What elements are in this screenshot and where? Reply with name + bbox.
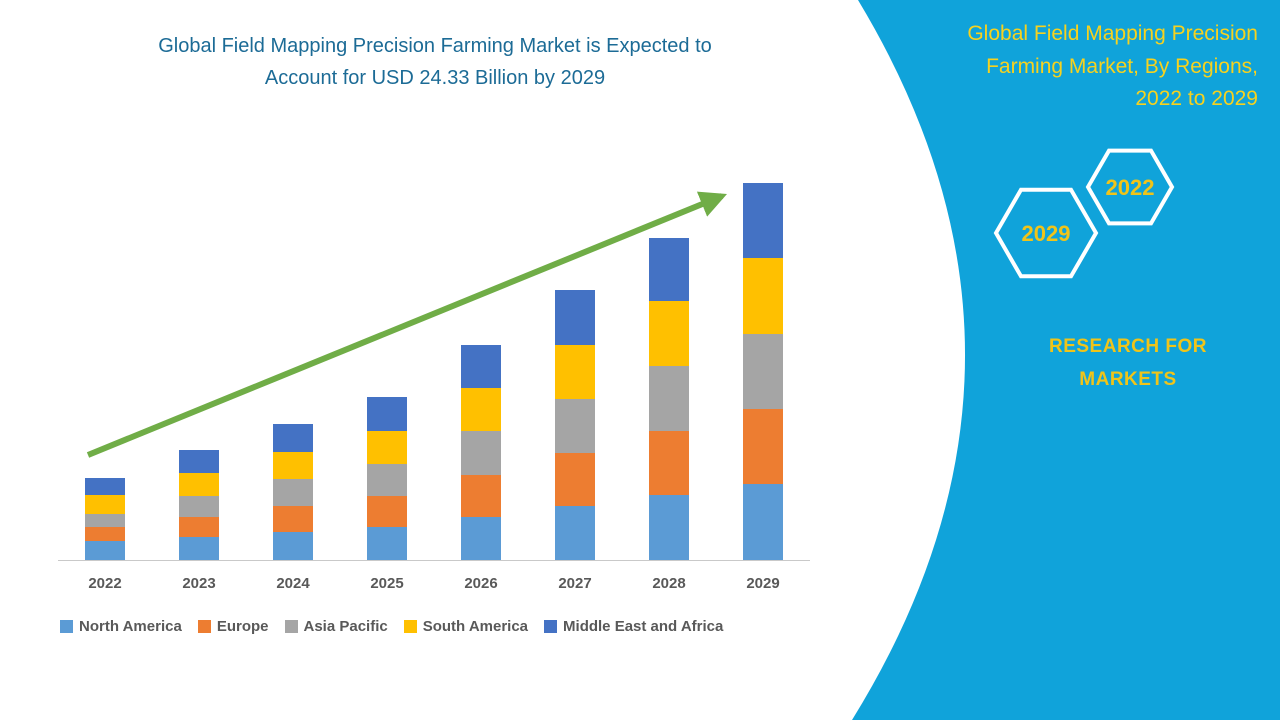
legend-label: Asia Pacific [303, 618, 388, 635]
bar-segment [649, 237, 689, 302]
x-tick-label: 2029 [746, 575, 780, 592]
bar-segment [743, 484, 783, 560]
bar-segment [743, 408, 783, 485]
bar-segment [743, 257, 783, 334]
x-axis-labels: 2022 2023 2024 2025 2026 2027 2028 2029 [58, 575, 810, 592]
bar-segment [649, 366, 689, 432]
bar-segment [273, 423, 313, 452]
x-tick-label: 2026 [464, 575, 498, 592]
legend-swatch [197, 620, 211, 633]
side-panel-title-line1: Global Field Mapping Precision [967, 22, 1258, 45]
bar-segment [273, 451, 313, 480]
legend-label: Middle East and Africa [563, 618, 724, 635]
bar-segment [179, 449, 219, 474]
bar-segment [555, 505, 595, 560]
legend-label: North America [79, 618, 182, 635]
bar-segment [273, 479, 313, 506]
bar-segment [649, 431, 689, 495]
x-tick-label: 2022 [88, 575, 122, 592]
bar-2026 [461, 157, 501, 560]
bar-segment [273, 532, 313, 560]
legend-item: Europe [197, 618, 269, 635]
x-tick-label: 2023 [182, 575, 216, 592]
bar-2023 [179, 157, 219, 560]
side-panel-title-line3: 2022 to 2029 [1135, 87, 1258, 111]
bar-group [58, 157, 810, 560]
bar-segment [555, 344, 595, 399]
bar-segment [555, 290, 595, 345]
bar-segment [649, 494, 689, 560]
bar-segment [85, 527, 125, 542]
legend-swatch [403, 620, 417, 633]
brand-text: RESEARCH FOR MARKETS [1008, 330, 1248, 397]
bar-segment [179, 496, 219, 517]
bar-segment [461, 344, 501, 388]
bar-2024 [273, 157, 313, 560]
bar-segment [461, 431, 501, 475]
bar-2029 [743, 157, 783, 560]
legend-item: South America [403, 618, 529, 635]
bar-segment [85, 513, 125, 528]
legend-label: South America [422, 618, 529, 635]
bar-segment [367, 527, 407, 560]
bar-2025 [367, 157, 407, 560]
bar-segment [85, 477, 125, 495]
bar-segment [555, 398, 595, 454]
chart-title-line1: Global Field Mapping Precision Farming M… [158, 35, 712, 57]
chart-legend: North America Europe Asia Pacific South Ame… [60, 618, 850, 635]
bar-segment [367, 431, 407, 464]
legend-item: Middle East and Africa [544, 618, 723, 635]
legend-swatch [544, 620, 558, 633]
chart-title: Global Field Mapping Precision Farming M… [65, 30, 805, 94]
bar-segment [461, 474, 501, 517]
bar-segment [179, 516, 219, 537]
x-tick-label: 2024 [276, 575, 310, 592]
bar-segment [85, 494, 125, 514]
legend-swatch [60, 620, 73, 633]
side-panel-title: Global Field Mapping Precision Farming M… [890, 18, 1258, 116]
bar-segment [367, 397, 407, 432]
bar-segment [273, 505, 313, 533]
bar-segment [555, 453, 595, 506]
chart-title-line2: Account for USD 24.33 Billion by 2029 [264, 67, 606, 89]
bar-segment [743, 333, 783, 409]
legend-item: Asia Pacific [284, 618, 388, 635]
side-panel-title-line2: Farming Market, By Regions, [986, 54, 1258, 78]
legend-item: North America [60, 618, 182, 635]
bar-2022 [85, 157, 125, 560]
brand-line2: MARKETS [1079, 369, 1177, 391]
x-tick-label: 2025 [370, 575, 404, 592]
bar-segment [179, 536, 219, 560]
bar-segment [743, 182, 783, 258]
legend-label: Europe [216, 618, 269, 635]
legend-swatch [284, 620, 298, 633]
bar-segment [179, 473, 219, 497]
bar-segment [649, 301, 689, 367]
bar-2028 [649, 157, 689, 560]
bar-segment [367, 496, 407, 528]
bar-segment [461, 387, 501, 432]
x-tick-label: 2027 [558, 575, 592, 592]
bar-segment [85, 541, 125, 560]
brand-line1: RESEARCH FOR [1048, 336, 1207, 357]
bar-segment [367, 463, 407, 497]
bar-segment [461, 516, 501, 560]
x-tick-label: 2028 [652, 575, 686, 592]
plot-area [58, 157, 810, 561]
bar-2027 [555, 157, 595, 560]
